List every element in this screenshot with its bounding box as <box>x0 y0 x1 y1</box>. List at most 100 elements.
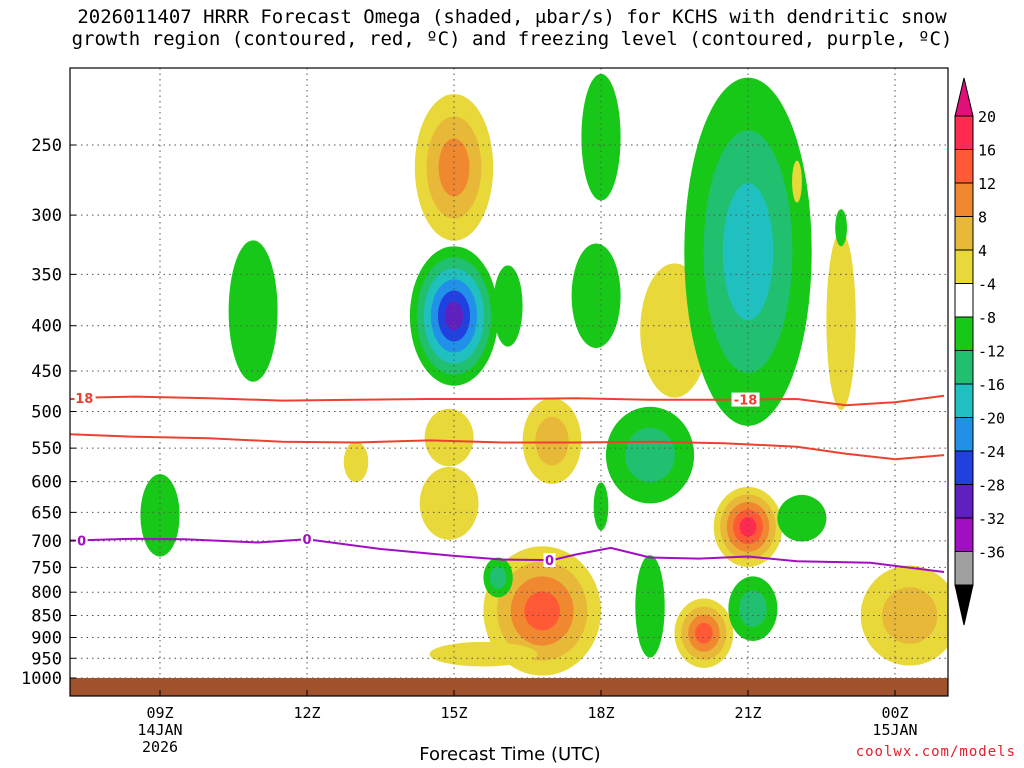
contour-lines: -18 -18 0 0 0 <box>70 390 945 573</box>
omega-region-12-level-neg8 <box>581 73 621 201</box>
y-tick-label-550: 550 <box>31 439 62 459</box>
omega-region-24-level-8 <box>882 587 938 644</box>
colorbar-label-0: 20 <box>978 108 996 126</box>
omega-region-26-level-neg8 <box>835 209 847 247</box>
omega-region-16-level-neg8 <box>635 555 665 658</box>
omega-region-15-level-neg12 <box>625 427 675 483</box>
colorbar-bottom-arrow <box>954 584 974 626</box>
contour-label-2-0: 0 <box>77 534 86 549</box>
y-tick-label-400: 400 <box>31 317 62 337</box>
omega-region-14-level-neg8 <box>593 482 609 531</box>
y-tick-label-250: 250 <box>31 136 62 156</box>
x-tick-label-18Z: 18Z <box>587 704 614 722</box>
omega-region-19-level-neg16 <box>722 183 774 321</box>
colorbar-swatch-1 <box>954 149 974 184</box>
omega-region-7-level-4 <box>419 466 479 540</box>
x-tick-label-09Z: 09Z <box>146 704 173 722</box>
x-tick-label-21Z: 21Z <box>734 704 761 722</box>
x-tick-label-14JAN: 14JAN <box>137 721 182 739</box>
x-tick-label-00Z: 00Z <box>881 704 908 722</box>
contour--12-c-isotherm <box>70 433 945 461</box>
credit-text: coolwx.com/models <box>855 744 1016 760</box>
x-tick-label-15JAN: 15JAN <box>872 721 917 739</box>
omega-region-5-level-4 <box>343 441 369 483</box>
contour-label-bg <box>731 392 760 407</box>
y-tick-label-750: 750 <box>31 558 62 578</box>
omega-region-17-level-16 <box>695 622 713 644</box>
x-tick-label-2026: 2026 <box>142 738 178 756</box>
colorbar-swatch-13 <box>954 551 974 586</box>
contour-label-bg <box>301 532 313 547</box>
colorbar-label-10: -24 <box>978 443 1005 461</box>
omega-region-23-level-neg12 <box>739 590 767 627</box>
y-tick-label-600: 600 <box>31 473 62 493</box>
colorbar-swatch-0 <box>954 115 974 150</box>
y-tick-label-450: 450 <box>31 362 62 382</box>
omega-region-6-level-4 <box>424 408 474 467</box>
colorbar-label-1: 16 <box>978 142 996 160</box>
omega-shading <box>140 73 948 676</box>
colorbar-swatch-10 <box>954 450 974 485</box>
omega-region-25-level-4 <box>792 160 802 203</box>
colorbar-label-9: -20 <box>978 410 1005 428</box>
colorbar-label-2: 12 <box>978 175 996 193</box>
contour-label-2-2: 0 <box>545 554 554 569</box>
chart-title: 2026011407 HRRR Forecast Omega (shaded, … <box>0 6 1024 50</box>
colorbar-swatch-7 <box>954 350 974 385</box>
x-tick-label-12Z: 12Z <box>293 704 320 722</box>
x-tick-label-15Z: 15Z <box>440 704 467 722</box>
colorbar-label-8: -16 <box>978 376 1005 394</box>
contour-label-2-1: 0 <box>302 533 311 548</box>
y-tick-label-1000: 1000 <box>21 669 62 689</box>
omega-region-9-level-16 <box>524 591 560 631</box>
colorbar-swatch-4 <box>954 249 974 284</box>
colorbar-swatch-2 <box>954 182 974 217</box>
colorbar-swatch-11 <box>954 484 974 519</box>
colorbar-swatch-6 <box>954 316 974 351</box>
omega-region-8-level-8 <box>535 416 569 466</box>
ground-surface <box>70 678 948 696</box>
contour-label-bg <box>543 553 556 568</box>
y-tick-label-800: 800 <box>31 583 62 603</box>
colorbar-swatch-8 <box>954 383 974 418</box>
omega-region-2-level-neg8 <box>493 265 523 347</box>
colorbar-label-11: -28 <box>978 477 1005 495</box>
y-tick-label-650: 650 <box>31 503 62 523</box>
plot-frame <box>69 67 949 697</box>
omega-region-4-level-neg8 <box>140 474 180 557</box>
contour-label-bg <box>75 533 88 548</box>
colorbar-label-12: -32 <box>978 510 1005 528</box>
colorbar-top-arrow <box>954 77 974 117</box>
y-axis: 2503003504004505005506006507007508008509… <box>21 136 76 689</box>
omega-region-3-level-neg8 <box>228 240 278 382</box>
title-line-1: 2026011407 HRRR Forecast Omega (shaded, … <box>77 6 947 28</box>
grid <box>70 68 948 696</box>
contour-label-0-1: -18 <box>734 394 758 409</box>
colorbar-label-5: -4 <box>978 276 996 294</box>
y-tick-label-300: 300 <box>31 206 62 226</box>
omega-region-10-level-4 <box>429 641 538 667</box>
y-tick-label-500: 500 <box>31 403 62 423</box>
contour-label-0-0: -18 <box>70 392 94 407</box>
colorbar-label-6: -8 <box>978 309 996 327</box>
colorbar-label-7: -12 <box>978 343 1005 361</box>
colorbar-swatch-3 <box>954 216 974 251</box>
colorbar-label-13: -36 <box>978 544 1005 562</box>
y-tick-label-700: 700 <box>31 532 62 552</box>
colorbar-label-4: 4 <box>978 242 987 260</box>
colorbar-label-3: 8 <box>978 209 987 227</box>
colorbar-swatch-12 <box>954 517 974 552</box>
omega-region-11-level-neg12 <box>489 566 507 589</box>
x-axis-label: Forecast Time (UTC) <box>419 744 601 765</box>
y-tick-label-850: 850 <box>31 607 62 627</box>
title-line-2: growth region (contoured, red, ºC) and f… <box>71 28 953 50</box>
y-tick-label-900: 900 <box>31 628 62 648</box>
colorbar-swatch-9 <box>954 417 974 452</box>
contour-label-bg <box>70 390 96 405</box>
omega-region-13-level-neg8 <box>571 243 621 349</box>
omega-region-21-level-20 <box>739 517 757 537</box>
contour--18-c-isotherm <box>70 394 945 407</box>
omega-region-22-level-neg8 <box>777 494 827 542</box>
